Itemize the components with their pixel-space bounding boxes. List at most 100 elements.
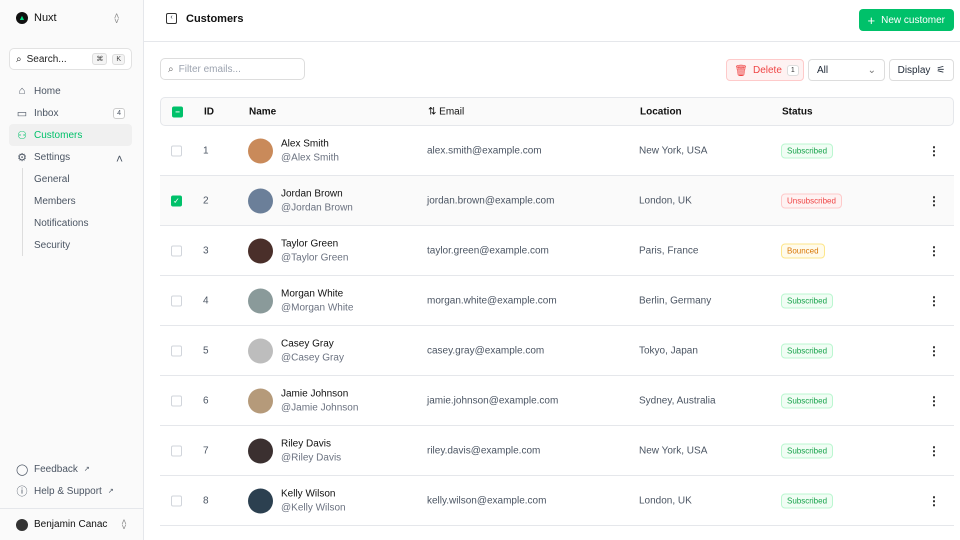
avatar	[248, 488, 273, 513]
table-row[interactable]: ✓ 2 Jordan Brown @Jordan Brown jordan.brown@…	[160, 176, 954, 226]
sidebar-item-label: Settings	[34, 151, 71, 163]
avatar	[248, 388, 273, 413]
status-filter-select[interactable]: All ⌄	[808, 59, 885, 81]
team-name: Nuxt	[34, 12, 57, 24]
sidebar-item-customers[interactable]: ⚇ Customers	[9, 124, 132, 146]
sidebar-item-chat[interactable]: ◯ Feedback ↗	[9, 458, 132, 480]
table-row[interactable]: 1 Alex Smith @Alex Smith alex.smith@example…	[160, 126, 954, 176]
more-actions-icon[interactable]: ⋮	[928, 143, 940, 158]
more-actions-icon[interactable]: ⋮	[928, 293, 940, 308]
filter-emails: ⌕	[160, 58, 305, 80]
table-row[interactable]: 6 Jamie Johnson @Jamie Johnson jamie.johnso…	[160, 376, 954, 426]
sidebar-item-security[interactable]: Security	[34, 234, 132, 256]
row-id: 4	[203, 295, 209, 306]
more-actions-icon[interactable]: ⋮	[928, 193, 940, 208]
info-icon: ⓘ	[16, 486, 28, 498]
customer-handle: @Jordan Brown	[281, 202, 353, 213]
chevron-down-icon: ⌄	[867, 64, 876, 76]
customer-name: Jamie Johnson	[281, 388, 349, 399]
sidebar-item-label: Home	[34, 85, 61, 97]
customer-handle: @Jamie Johnson	[281, 402, 359, 413]
row-checkbox[interactable]	[171, 445, 182, 456]
search-icon: ⌕	[16, 53, 22, 65]
avatar	[248, 288, 273, 313]
search-button[interactable]: ⌕ Search... ⌘ K	[9, 48, 132, 70]
more-actions-icon[interactable]: ⋮	[928, 393, 940, 408]
sidebar-item-label: Security	[34, 239, 71, 251]
customer-location: London, UK	[639, 495, 692, 506]
display-label: Display	[897, 64, 931, 76]
sidebar-bottom: ◯ Feedback ↗ ⓘ Help & Support ↗	[9, 458, 132, 502]
table-row[interactable]: 4 Morgan White @Morgan White morgan.white@e…	[160, 276, 954, 326]
customer-name: Morgan White	[281, 288, 344, 299]
row-checkbox[interactable]: ✓	[171, 195, 182, 206]
customer-name: Kelly Wilson	[281, 488, 336, 499]
table-row[interactable]: 7 Riley Davis @Riley Davis riley.davis@exam…	[160, 426, 954, 476]
new-customer-button[interactable]: + New customer	[858, 9, 954, 31]
customer-email: jordan.brown@example.com	[427, 195, 555, 206]
sidebar-item-inbox[interactable]: ▭ Inbox 4	[9, 102, 132, 124]
sidebar-item-info[interactable]: ⓘ Help & Support ↗	[9, 480, 132, 502]
collapse-sidebar-icon[interactable]: ‹	[166, 13, 177, 24]
select-all-checkbox[interactable]: −	[172, 106, 183, 117]
sidebar-item-settings[interactable]: ⚙ Settings ˄	[9, 146, 132, 168]
inbox-count-badge: 4	[113, 107, 125, 119]
table-body: 1 Alex Smith @Alex Smith alex.smith@example…	[160, 126, 954, 526]
row-checkbox[interactable]	[171, 295, 182, 306]
customer-location: New York, USA	[639, 445, 708, 456]
sidebar-item-notifications[interactable]: Notifications	[34, 212, 132, 234]
customer-location: New York, USA	[639, 145, 708, 156]
row-checkbox[interactable]	[171, 495, 182, 506]
more-actions-icon[interactable]: ⋮	[928, 443, 940, 458]
status-badge: Unsubscribed	[781, 193, 842, 208]
user-menu[interactable]: Benjamin Canac ˄ ˅	[0, 508, 144, 540]
sidebar-item-members[interactable]: Members	[34, 190, 132, 212]
row-checkbox[interactable]	[171, 395, 182, 406]
sidebar-item-label: Notifications	[34, 217, 89, 229]
more-actions-icon[interactable]: ⋮	[928, 343, 940, 358]
customer-name: Alex Smith	[281, 138, 329, 149]
column-email-label: Email	[439, 106, 465, 117]
more-actions-icon[interactable]: ⋮	[928, 243, 940, 258]
table-row[interactable]: 5 Casey Gray @Casey Gray casey.gray@example…	[160, 326, 954, 376]
row-checkbox[interactable]	[171, 345, 182, 356]
sidebar-item-label: Feedback	[34, 463, 78, 475]
customer-location: Sydney, Australia	[639, 395, 716, 406]
table-row[interactable]: 8 Kelly Wilson @Kelly Wilson kelly.wilson@e…	[160, 476, 954, 526]
top-bar: ‹ Customers + New customer	[144, 0, 960, 42]
page-title: Customers	[186, 13, 244, 25]
sidebar-item-label: General	[34, 173, 70, 185]
customer-name-cell: Casey Gray @Casey Gray	[281, 338, 344, 363]
row-checkbox[interactable]	[171, 245, 182, 256]
row-id: 2	[203, 195, 209, 206]
sidebar-item-general[interactable]: General	[34, 168, 132, 190]
sort-icon: ⇅	[428, 106, 437, 117]
table-row[interactable]: 3 Taylor Green @Taylor Green taylor.green@e…	[160, 226, 954, 276]
sliders-icon: ⚟	[936, 64, 946, 76]
chat-icon: ◯	[16, 463, 29, 476]
sidebar-item-label: Help & Support	[34, 485, 102, 497]
filter-emails-input[interactable]	[178, 63, 289, 75]
customer-name-cell: Jamie Johnson @Jamie Johnson	[281, 388, 358, 413]
customer-handle: @Riley Davis	[281, 452, 342, 463]
delete-button[interactable]: 🗑 Delete 1	[726, 59, 804, 81]
status-badge: Subscribed	[781, 493, 834, 508]
sidebar-item-home[interactable]: ⌂ Home	[9, 80, 132, 102]
row-id: 6	[203, 395, 209, 406]
column-id: ID	[204, 106, 214, 117]
row-checkbox[interactable]	[171, 145, 182, 156]
more-actions-icon[interactable]: ⋮	[928, 493, 940, 508]
customer-name-cell: Morgan White @Morgan White	[281, 288, 353, 313]
gear-icon: ⚙	[17, 151, 27, 164]
team-switcher[interactable]: ▲ Nuxt	[16, 12, 57, 24]
display-button[interactable]: Display ⚟	[889, 59, 954, 81]
column-email[interactable]: ⇅ Email	[428, 106, 464, 117]
customer-location: Berlin, Germany	[639, 295, 712, 306]
chevron-up-down-icon: ˄ ˅	[121, 516, 127, 532]
search-label: Search...	[26, 53, 67, 65]
chevron-up-down-icon[interactable]: ˄ ˅	[114, 11, 120, 26]
sidebar-nav: ⌂ Home ▭ Inbox 4 ⚇ Customers ⚙ Settings ˄ General M…	[9, 80, 132, 256]
customer-email: taylor.green@example.com	[427, 245, 549, 256]
sidebar-item-label: Inbox	[34, 107, 59, 119]
chevron-up-icon[interactable]: ˄	[115, 152, 123, 166]
